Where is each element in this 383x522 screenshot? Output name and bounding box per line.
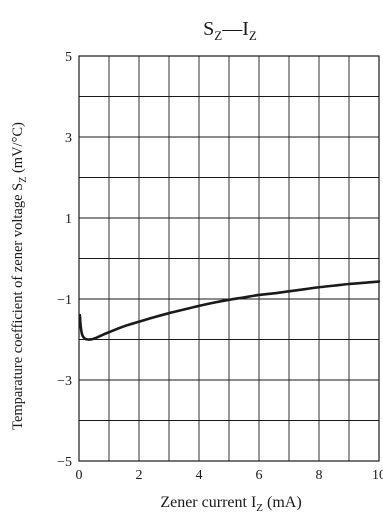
x-tick-label: 0 xyxy=(76,468,83,483)
y-label-prefix: Temparature coefficient of zener voltage… xyxy=(10,183,26,430)
x-tick-label: 8 xyxy=(316,468,323,483)
y-tick-label: 1 xyxy=(65,212,72,227)
series-group xyxy=(78,280,381,341)
y-label-sub: Z xyxy=(18,177,29,183)
y-tick-label: −1 xyxy=(57,293,72,308)
x-tick-label: 6 xyxy=(256,468,263,483)
x-label-prefix: Zener current I xyxy=(160,494,256,511)
y-label-suffix: (mV/°C) xyxy=(10,122,26,177)
title-i-main: I xyxy=(242,18,249,40)
x-axis-label: Zener current IZ (mA) xyxy=(160,494,301,514)
grid-lines xyxy=(79,56,379,461)
y-tick-label: −3 xyxy=(57,374,72,389)
y-tick-label: 5 xyxy=(65,50,72,65)
plot-frame xyxy=(78,55,380,462)
title-i-sub: Z xyxy=(249,28,257,43)
chart-title: SZ—IZ xyxy=(203,18,257,43)
x-label-suffix: (mA) xyxy=(263,494,302,511)
x-tick-label: 4 xyxy=(196,468,203,483)
x-tick-label: 2 xyxy=(136,468,143,483)
y-tick-label: 3 xyxy=(65,131,72,146)
y-tick-label: −5 xyxy=(57,455,72,470)
y-tick-labels: −5 −3 −1 1 3 5 xyxy=(57,50,72,470)
title-s-main: S xyxy=(203,18,214,40)
x-tick-labels: 0 2 4 6 8 10 xyxy=(76,468,383,483)
series-line-sz-iz xyxy=(78,280,381,341)
x-label-sub: Z xyxy=(256,502,263,514)
title-s-sub: Z xyxy=(214,28,222,43)
y-axis-label: Temparature coefficient of zener voltage… xyxy=(10,122,29,430)
x-tick-label: 10 xyxy=(372,468,383,483)
title-separator: — xyxy=(221,18,243,40)
